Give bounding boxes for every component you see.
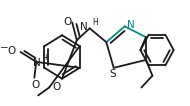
Text: S: S (109, 69, 116, 79)
Text: N: N (127, 20, 134, 30)
Text: O: O (63, 17, 72, 27)
Text: −: − (0, 43, 9, 53)
Text: N: N (33, 58, 41, 68)
Text: +: + (43, 53, 49, 62)
Text: O: O (53, 82, 61, 92)
Text: O: O (8, 46, 16, 56)
Text: H: H (93, 18, 98, 27)
Text: O: O (31, 80, 40, 90)
Text: N: N (80, 22, 88, 32)
